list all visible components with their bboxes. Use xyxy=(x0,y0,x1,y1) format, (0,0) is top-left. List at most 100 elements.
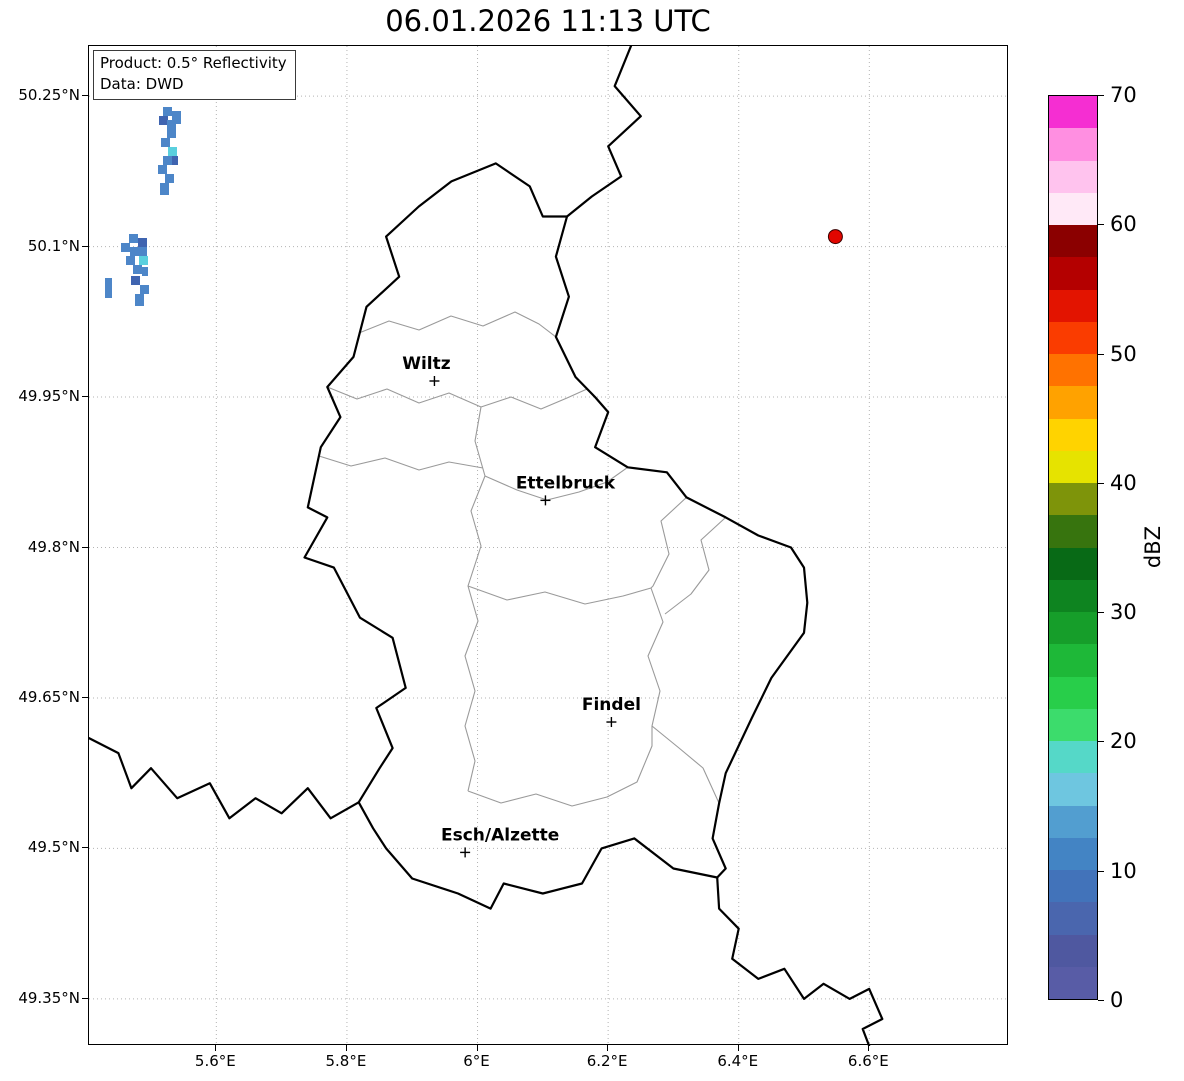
radar-echo-cell xyxy=(159,116,168,125)
radar-echo-cell xyxy=(139,256,148,265)
colorbar xyxy=(1048,95,1098,1000)
colorbar-segment xyxy=(1049,192,1097,225)
lat-tick-label: 50.25°N xyxy=(18,86,80,105)
colorbar-tick-label: 50 xyxy=(1110,341,1137,366)
city-label: Wiltz xyxy=(402,354,451,374)
radar-echo-cell xyxy=(167,120,176,138)
colorbar-segment xyxy=(1049,644,1097,677)
radar-echo-cell xyxy=(163,107,172,116)
colorbar-tick-mark xyxy=(1098,612,1104,614)
colorbar-tick-mark xyxy=(1098,482,1104,484)
colorbar-segment xyxy=(1049,741,1097,774)
colorbar-tick-label: 40 xyxy=(1110,470,1137,495)
product-info-box: Product: 0.5° Reflectivity Data: DWD xyxy=(93,50,296,100)
radar-echo-cell xyxy=(163,156,172,165)
radar-echo-cell xyxy=(130,247,147,256)
colorbar-segment xyxy=(1049,96,1097,129)
lon-tick-label: 6.2°E xyxy=(586,1052,628,1070)
city-label: Findel xyxy=(582,695,641,715)
radar-echo-cell xyxy=(158,165,167,174)
colorbar-segment xyxy=(1049,837,1097,870)
radar-echo-cell xyxy=(105,278,112,298)
colorbar-segment xyxy=(1049,547,1097,580)
radar-echo-cell xyxy=(168,147,177,156)
colorbar-tick-label: 20 xyxy=(1110,729,1137,754)
radar-echo-cell xyxy=(140,285,149,294)
lon-tick-label: 6°E xyxy=(463,1052,490,1070)
radar-echo-cell xyxy=(160,183,169,195)
colorbar-tick-label: 30 xyxy=(1110,600,1137,625)
colorbar-segment xyxy=(1049,289,1097,322)
radar-echo-cell xyxy=(138,238,147,247)
colorbar-tick-label: 60 xyxy=(1110,212,1137,237)
colorbar-tick-mark xyxy=(1098,224,1104,226)
colorbar-tick-mark xyxy=(1098,95,1104,96)
lat-tick-mark xyxy=(82,245,88,247)
radar-echo-cell xyxy=(126,256,135,265)
colorbar-tick-mark xyxy=(1098,870,1104,872)
colorbar-tick-label: 70 xyxy=(1110,83,1137,107)
radar-site-marker xyxy=(827,229,843,245)
colorbar-tick-mark xyxy=(1098,741,1104,743)
lat-tick-label: 49.65°N xyxy=(18,687,80,706)
lon-tick-label: 5.8°E xyxy=(325,1052,367,1070)
radar-echo-layer xyxy=(105,107,181,306)
colorbar-segment xyxy=(1049,160,1097,193)
colorbar-segment xyxy=(1049,450,1097,483)
data-source-line: Data: DWD xyxy=(100,75,184,93)
radar-echo-cell xyxy=(161,138,170,147)
lon-tick-mark xyxy=(476,1045,478,1051)
lon-tick-mark xyxy=(345,1045,347,1051)
radar-echo-cell xyxy=(172,156,178,165)
colorbar-segment xyxy=(1049,257,1097,290)
grid-layer xyxy=(89,46,1009,1046)
colorbar-tick-label: 10 xyxy=(1110,858,1137,883)
lat-tick-label: 49.95°N xyxy=(18,387,80,406)
lat-tick-label: 50.1°N xyxy=(27,236,80,255)
lon-tick-label: 6.4°E xyxy=(717,1052,759,1070)
colorbar-segment xyxy=(1049,515,1097,548)
colorbar-segment xyxy=(1049,902,1097,935)
radar-site-layer xyxy=(827,229,843,245)
radar-echo-cell xyxy=(131,276,140,285)
colorbar-segment xyxy=(1049,386,1097,419)
radar-echo-cell xyxy=(165,174,174,183)
colorbar-segment xyxy=(1049,418,1097,451)
colorbar-segment xyxy=(1049,934,1097,967)
colorbar-segment xyxy=(1049,321,1097,354)
lon-tick-mark xyxy=(737,1045,739,1051)
city-label: Ettelbruck xyxy=(516,473,616,493)
colorbar-tick-mark xyxy=(1098,1000,1104,1001)
colorbar-segment xyxy=(1049,676,1097,709)
colorbar-segment xyxy=(1049,225,1097,258)
colorbar-segment xyxy=(1049,612,1097,645)
colorbar-segment xyxy=(1049,805,1097,838)
lat-tick-label: 49.5°N xyxy=(27,838,80,857)
city-label: Esch/Alzette xyxy=(441,825,559,845)
lat-tick-label: 49.8°N xyxy=(27,537,80,556)
colorbar-segment xyxy=(1049,579,1097,612)
radar-echo-cell xyxy=(142,267,148,276)
colorbar-segment xyxy=(1049,354,1097,387)
map-plot-area: Product: 0.5° Reflectivity Data: DWD Wil… xyxy=(88,45,1009,1046)
lat-tick-label: 49.35°N xyxy=(18,988,80,1007)
figure-title: 06.01.2026 11:13 UTC xyxy=(385,4,711,38)
lon-tick-mark xyxy=(868,1045,870,1051)
luxembourg-border xyxy=(303,162,809,910)
radar-echo-cell xyxy=(135,294,144,306)
lat-tick-mark xyxy=(82,847,88,849)
lon-tick-label: 5.6°E xyxy=(194,1052,236,1070)
colorbar-segment xyxy=(1049,128,1097,161)
radar-echo-cell xyxy=(129,234,138,243)
canton-borders xyxy=(318,311,727,807)
lat-tick-mark xyxy=(82,997,88,999)
colorbar-tick-label: 0 xyxy=(1110,988,1124,1012)
colorbar-axis-label: dBZ xyxy=(1141,525,1165,569)
lon-tick-mark xyxy=(215,1045,217,1051)
lat-tick-mark xyxy=(82,396,88,398)
radar-echo-cell xyxy=(172,111,181,124)
colorbar-segment xyxy=(1049,773,1097,806)
colorbar-segment xyxy=(1049,483,1097,516)
lon-tick-mark xyxy=(607,1045,609,1051)
